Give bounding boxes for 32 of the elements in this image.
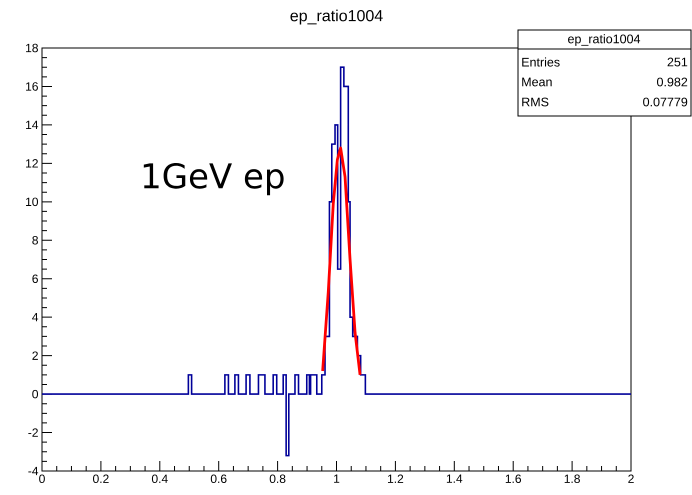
- y-tick-label: 8: [32, 236, 38, 245]
- y-tick-label: 0: [32, 390, 38, 398]
- y-tick-label: -4: [28, 466, 38, 476]
- x-tick-label: 0.8: [270, 474, 286, 484]
- x-tick-label: 0.6: [210, 474, 227, 484]
- annotation: Entries: [522, 57, 560, 67]
- annotation: RMS: [522, 98, 548, 106]
- x-tick-label: 1.8: [564, 474, 580, 484]
- chart-title: ep_ratio1004: [290, 10, 383, 25]
- y-tick-label: 12: [26, 159, 38, 168]
- annotation: Mean: [522, 78, 552, 86]
- x-tick-label: 0.4: [152, 474, 168, 484]
- y-tick-label: 16: [26, 82, 38, 91]
- x-tick-label: 1.4: [446, 474, 462, 483]
- text: 251: [668, 58, 688, 66]
- x-tick-label: 0.2: [93, 474, 109, 484]
- y-tick-label: 14: [26, 120, 38, 130]
- text: ep_ratio1004: [568, 34, 640, 46]
- text: 0.07779: [643, 98, 688, 106]
- x-tick-label: 2: [628, 474, 634, 483]
- x-tick-label: 1.6: [506, 474, 522, 484]
- x-tick-label: 1: [334, 474, 340, 483]
- y-tick-label: 2: [32, 351, 38, 360]
- x-tick-label: 1.2: [388, 474, 404, 483]
- y-tick-label: 6: [32, 274, 38, 283]
- y-tick-label: 4: [32, 313, 38, 322]
- y-tick-label: 18: [26, 44, 38, 52]
- y-tick-label: 10: [26, 198, 38, 206]
- text: 0.982: [657, 78, 688, 86]
- annotation: 1GeV ep: [144, 162, 284, 196]
- y-tick-label: -2: [28, 428, 38, 437]
- x-tick-label: 0: [39, 474, 45, 484]
